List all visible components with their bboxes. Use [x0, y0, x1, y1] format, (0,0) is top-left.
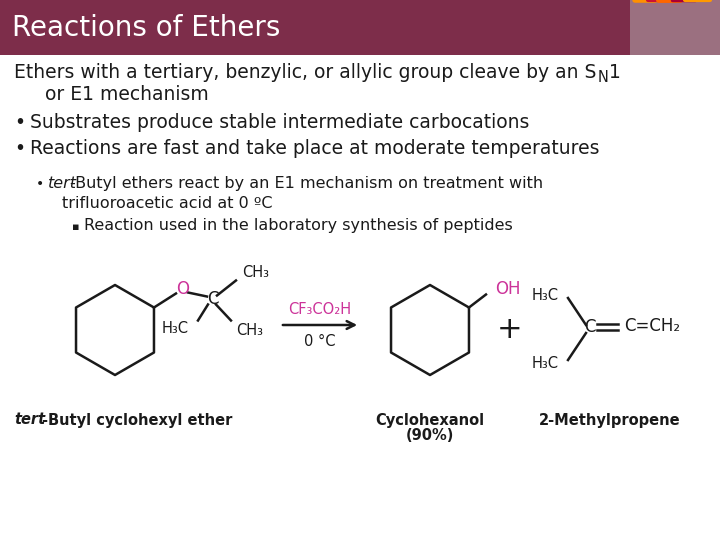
Text: trifluoroacetic acid at 0 ºC: trifluoroacetic acid at 0 ºC [62, 196, 272, 211]
Text: (90%): (90%) [406, 429, 454, 443]
Text: CH₃: CH₃ [242, 265, 269, 280]
Bar [630, 0, 720, 55]
Text: •: • [14, 113, 25, 132]
Text: H₃C: H₃C [532, 355, 559, 370]
Text: ▪: ▪ [72, 222, 79, 232]
Text: O: O [176, 280, 189, 298]
Text: or E1 mechanism: or E1 mechanism [45, 85, 209, 104]
Text: Reaction used in the laboratory synthesis of peptides: Reaction used in the laboratory synthesi… [84, 218, 513, 233]
Text: -Butyl cyclohexyl ether: -Butyl cyclohexyl ether [42, 413, 233, 428]
Text: C=CH₂: C=CH₂ [624, 317, 680, 335]
Text: C: C [584, 318, 595, 336]
Text: H₃C: H₃C [162, 321, 189, 336]
Text: -Butyl ethers react by an E1 mechanism on treatment with: -Butyl ethers react by an E1 mechanism o… [70, 176, 543, 191]
Text: Ethers with a tertiary, benzylic, or allylic group cleave by an S: Ethers with a tertiary, benzylic, or all… [14, 63, 596, 82]
Text: •: • [36, 177, 44, 191]
Text: OH: OH [495, 280, 521, 299]
Text: +: + [498, 315, 523, 345]
Text: CH₃: CH₃ [236, 323, 263, 338]
Bar [0, 0, 720, 55]
Text: tert: tert [48, 176, 77, 191]
Text: tert: tert [14, 413, 45, 428]
Text: H₃C: H₃C [532, 287, 559, 302]
Text: CF₃CO₂H: CF₃CO₂H [289, 301, 351, 316]
Text: N: N [598, 70, 609, 85]
Text: Reactions of Ethers: Reactions of Ethers [12, 14, 280, 42]
Text: Substrates produce stable intermediate carbocations: Substrates produce stable intermediate c… [30, 113, 529, 132]
Text: •: • [14, 139, 25, 158]
Text: Reactions are fast and take place at moderate temperatures: Reactions are fast and take place at mod… [30, 139, 600, 158]
Text: C: C [207, 291, 219, 308]
Text: 0 °C: 0 °C [305, 334, 336, 348]
Text: 1: 1 [609, 63, 621, 82]
Text: 2-Methylpropene: 2-Methylpropene [539, 413, 681, 428]
Text: Cyclohexanol: Cyclohexanol [375, 413, 485, 428]
